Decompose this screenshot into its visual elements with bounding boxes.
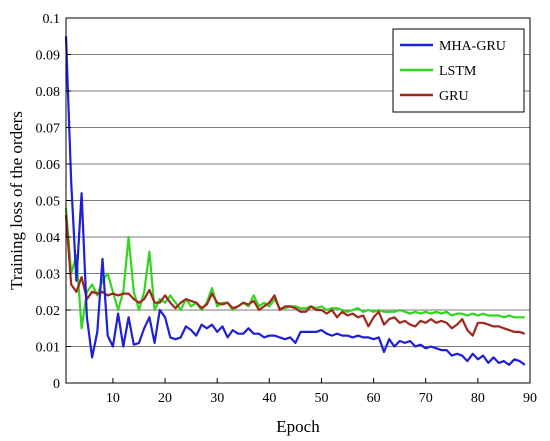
legend: MHA-GRU LSTM GRU bbox=[392, 28, 525, 113]
x-tick-label: 60 bbox=[367, 391, 381, 406]
series-layer bbox=[64, 36, 526, 366]
x-tick-label: 70 bbox=[419, 391, 433, 406]
legend-label: MHA-GRU bbox=[439, 39, 506, 54]
legend-label: LSTM bbox=[439, 64, 477, 79]
x-tick-label: 80 bbox=[471, 391, 485, 406]
y-tick-label: 0.1 bbox=[43, 12, 61, 27]
x-tick-label: 50 bbox=[314, 391, 328, 406]
x-tick-label: 20 bbox=[158, 391, 172, 406]
y-tick-label: 0.02 bbox=[36, 304, 61, 319]
legend-label: GRU bbox=[439, 89, 469, 104]
series-line-mha-gru bbox=[64, 36, 526, 366]
series-line-lstm bbox=[64, 207, 525, 330]
y-tick-label: 0 bbox=[53, 377, 60, 392]
y-tick-label: 0.07 bbox=[36, 122, 61, 137]
y-tick-label: 0.06 bbox=[36, 158, 61, 173]
x-tick-label: 10 bbox=[106, 391, 120, 406]
axis-ticks: 0 0.01 0.02 0.03 0.04 0.05 0.06 0.07 0.08 0.09 0.1… bbox=[36, 12, 538, 406]
y-axis-label: Training loss of the orders bbox=[7, 111, 26, 290]
y-tick-label: 0.04 bbox=[36, 231, 61, 246]
y-tick-label: 0.03 bbox=[36, 268, 61, 283]
y-tick-label: 0.09 bbox=[36, 49, 61, 64]
y-tick-label: 0.05 bbox=[36, 195, 61, 210]
gridlines bbox=[66, 54, 530, 347]
x-tick-label: 90 bbox=[523, 391, 537, 406]
x-tick-label: 40 bbox=[262, 391, 276, 406]
series-line-gru bbox=[64, 215, 526, 337]
y-tick-label: 0.01 bbox=[36, 341, 61, 356]
y-tick-label: 0.08 bbox=[36, 85, 61, 100]
x-axis-label: Epoch bbox=[276, 417, 320, 436]
x-tick-label: 30 bbox=[210, 391, 224, 406]
